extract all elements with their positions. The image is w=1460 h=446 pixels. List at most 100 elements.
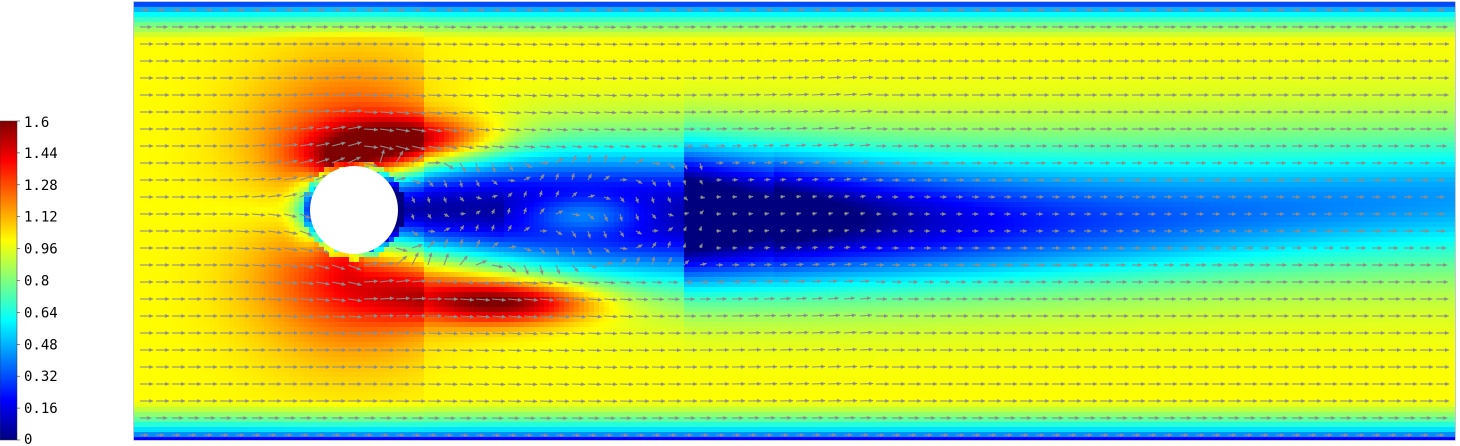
speed-cell [249,47,255,53]
speed-cell [524,2,530,8]
speed-cell [1244,67,1250,73]
speed-cell [1134,12,1140,18]
speed-cell [1404,62,1410,68]
speed-cell [234,82,240,88]
speed-cell [1294,12,1300,18]
speed-cell [174,52,180,58]
speed-cell [694,32,700,38]
speed-cell [764,57,770,63]
speed-cell [919,27,925,33]
speed-cell [734,52,740,58]
speed-cell [414,72,420,78]
speed-cell [604,57,610,63]
speed-cell [1304,2,1310,8]
speed-cell [1129,47,1135,53]
speed-cell [604,37,610,43]
speed-cell [174,57,180,63]
speed-cell [314,42,320,48]
speed-cell [619,72,625,78]
speed-cell [1279,12,1285,18]
speed-cell [259,82,265,88]
speed-cell [684,72,690,78]
speed-cell [799,37,805,43]
speed-cell [379,32,385,38]
speed-cell [944,2,950,8]
speed-cell [539,52,545,58]
speed-cell [354,62,360,68]
speed-cell [1354,32,1360,38]
speed-cell [414,37,420,43]
speed-cell [339,52,345,58]
speed-cell [1059,52,1065,58]
speed-cell [309,67,315,73]
speed-cell [569,62,575,68]
speed-cell [409,2,415,8]
speed-cell [809,27,815,33]
speed-cell [334,47,340,53]
speed-cell [904,17,910,23]
speed-cell [609,67,615,73]
speed-cell [1014,37,1020,43]
speed-cell [1084,52,1090,58]
speed-cell [1239,2,1245,8]
speed-cell [569,67,575,73]
speed-cell [1089,32,1095,38]
speed-cell [919,32,925,38]
speed-cell [1114,72,1120,78]
speed-cell [199,57,205,63]
speed-cell [164,72,170,78]
speed-cell [1309,32,1315,38]
speed-cell [1129,17,1135,23]
speed-cell [1054,37,1060,43]
speed-cell [1249,47,1255,53]
speed-cell [744,12,750,18]
speed-cell [1289,67,1295,73]
speed-cell [794,32,800,38]
speed-cell [1354,47,1360,53]
speed-cell [1154,72,1160,78]
speed-cell [1159,42,1165,48]
speed-cell [679,62,685,68]
speed-cell [1009,67,1015,73]
speed-cell [549,72,555,78]
speed-cell [874,12,880,18]
speed-cell [374,37,380,43]
speed-cell [804,47,810,53]
speed-cell [989,52,995,58]
speed-cell [419,52,425,58]
speed-cell [544,2,550,8]
speed-cell [1284,17,1290,23]
speed-cell [784,12,790,18]
speed-cell [1149,47,1155,53]
speed-cell [774,2,780,8]
speed-cell [1449,42,1455,48]
speed-cell [1039,42,1045,48]
speed-cell [584,2,590,8]
speed-cell [1374,27,1380,33]
speed-cell [874,2,880,8]
speed-cell [1079,32,1085,38]
speed-cell [1324,47,1330,53]
speed-cell [164,82,170,88]
speed-cell [754,2,760,8]
speed-cell [554,12,560,18]
speed-cell [1339,62,1345,68]
speed-cell [334,72,340,78]
speed-cell [634,42,640,48]
speed-cell [739,47,745,53]
speed-cell [614,37,620,43]
speed-cell [554,47,560,53]
speed-cell [244,62,250,68]
speed-cell [1134,52,1140,58]
speed-cell [154,52,160,58]
speed-cell [1314,37,1320,43]
speed-cell [1374,67,1380,73]
speed-cell [1234,32,1240,38]
speed-cell [1139,37,1145,43]
speed-cell [849,47,855,53]
speed-cell [1024,62,1030,68]
speed-cell [589,27,595,33]
speed-cell [939,42,945,48]
speed-cell [1119,67,1125,73]
speed-cell [1229,37,1235,43]
